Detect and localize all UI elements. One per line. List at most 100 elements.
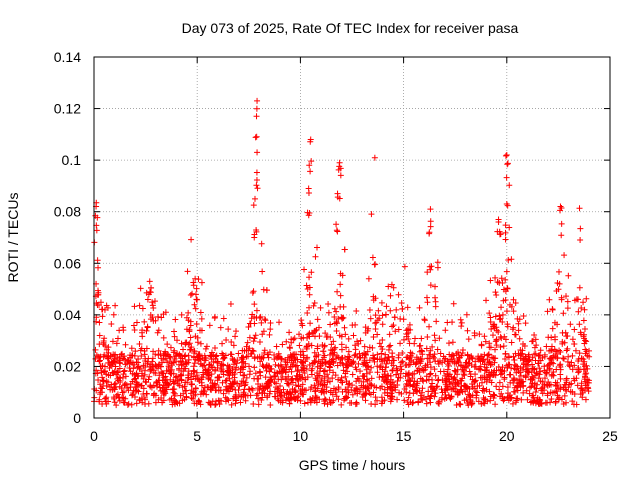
data-point (334, 288, 341, 295)
data-point (515, 368, 522, 375)
data-point (228, 339, 235, 345)
data-point (334, 194, 341, 201)
data-point (349, 371, 356, 378)
data-point (185, 309, 192, 316)
data-point (131, 303, 138, 310)
data-point (354, 390, 361, 397)
data-point (471, 363, 478, 370)
data-point (505, 354, 512, 361)
data-point (458, 377, 465, 384)
data-point (220, 315, 227, 322)
data-point (531, 331, 538, 338)
data-point (541, 375, 548, 382)
data-point (529, 337, 536, 344)
data-point (253, 169, 260, 176)
data-point (131, 394, 138, 401)
data-point (507, 301, 514, 308)
data-point (389, 323, 396, 330)
data-point (273, 369, 280, 376)
data-point (155, 362, 162, 369)
data-point (452, 367, 459, 374)
data-point (164, 359, 171, 366)
data-point (536, 365, 543, 372)
data-point (461, 397, 468, 404)
data-point (382, 364, 389, 371)
data-point (266, 349, 273, 356)
data-point (212, 366, 219, 373)
data-point (213, 352, 220, 359)
data-point (162, 309, 169, 316)
data-point (297, 397, 304, 404)
data-point (326, 358, 333, 365)
data-point (308, 342, 315, 349)
data-point (220, 371, 227, 378)
data-point (431, 351, 438, 358)
data-point (360, 372, 367, 379)
data-point (149, 355, 156, 362)
data-point (328, 341, 335, 348)
data-point (416, 304, 423, 311)
data-point (493, 291, 500, 298)
data-point (510, 308, 517, 315)
data-point (290, 394, 297, 401)
data-point (549, 325, 556, 332)
data-point (327, 321, 334, 328)
data-point (172, 316, 179, 323)
data-point (129, 378, 136, 385)
data-point (339, 379, 346, 386)
data-point (362, 324, 369, 331)
data-point (307, 320, 314, 327)
data-point (300, 391, 307, 398)
data-point (411, 378, 418, 385)
data-point (289, 386, 296, 393)
data-point (492, 346, 499, 353)
data-point (389, 367, 396, 374)
x-tick-label: 25 (602, 428, 618, 444)
data-point (397, 340, 404, 347)
data-point (465, 402, 472, 409)
data-point (497, 333, 504, 340)
data-point (426, 395, 433, 402)
data-point (341, 354, 348, 361)
data-point (427, 347, 434, 354)
data-point (188, 344, 195, 351)
data-point (281, 366, 288, 373)
data-point (132, 388, 139, 395)
data-point (143, 327, 150, 334)
data-point (402, 362, 409, 369)
data-point (294, 362, 301, 369)
data-point (120, 394, 127, 401)
data-point (195, 376, 202, 383)
data-point (275, 376, 282, 383)
data-point (103, 302, 110, 309)
data-point (420, 378, 427, 385)
data-point (128, 345, 135, 352)
data-point (262, 385, 269, 392)
data-point (364, 377, 371, 384)
data-point (428, 383, 435, 390)
data-point (501, 374, 508, 381)
data-point (446, 358, 453, 365)
data-point (520, 357, 527, 364)
y-axis-label: ROTI / TECUs (5, 193, 21, 283)
data-point (189, 290, 196, 297)
data-point (278, 355, 285, 362)
data-point (304, 310, 311, 317)
data-point (141, 348, 148, 355)
data-point (211, 313, 218, 320)
data-point (500, 343, 507, 350)
data-point (357, 337, 364, 344)
data-point (324, 371, 331, 378)
data-point (497, 344, 504, 351)
data-point (406, 361, 413, 368)
data-point (341, 246, 348, 253)
data-point (321, 352, 328, 359)
data-point (508, 256, 515, 263)
data-point (344, 394, 351, 401)
data-point (379, 337, 386, 344)
data-point (334, 320, 341, 327)
data-point (565, 384, 572, 391)
data-point (98, 306, 105, 313)
data-point (304, 354, 311, 361)
data-point (285, 395, 292, 402)
